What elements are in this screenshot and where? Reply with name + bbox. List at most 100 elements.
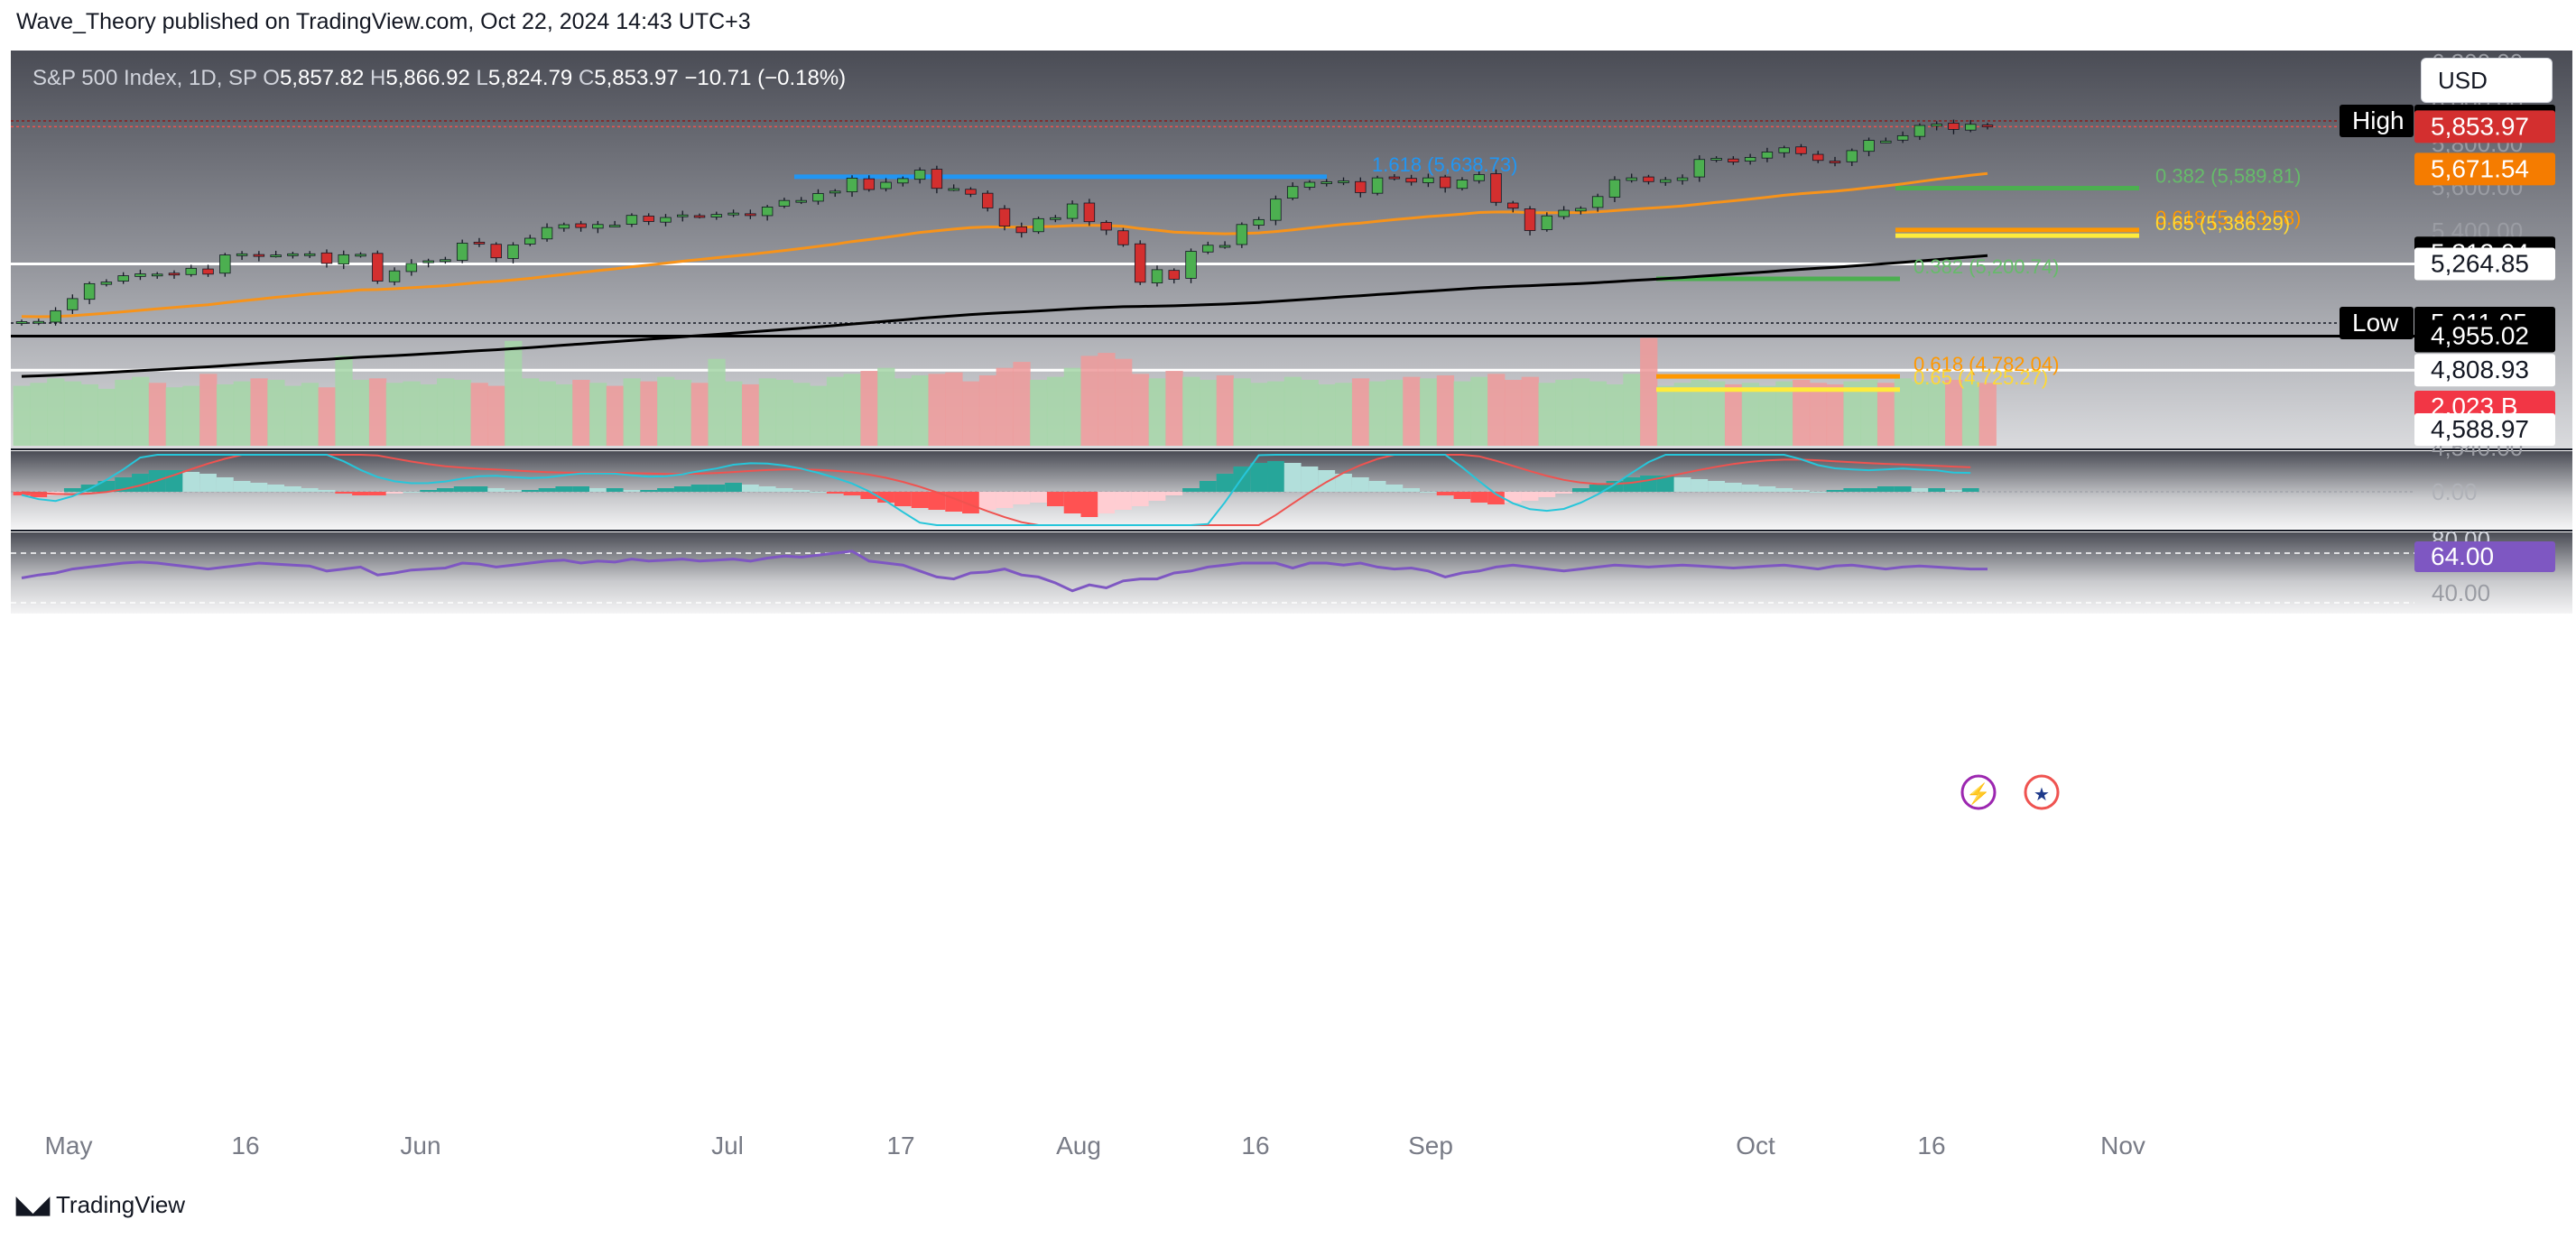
candle[interactable] <box>168 273 181 276</box>
candle[interactable] <box>710 214 723 217</box>
candle[interactable] <box>1439 176 1451 189</box>
candle[interactable] <box>67 298 79 310</box>
candle[interactable] <box>541 226 553 240</box>
candle[interactable] <box>795 199 807 203</box>
candle[interactable] <box>100 282 113 285</box>
candle[interactable] <box>1355 180 1367 193</box>
candle[interactable] <box>1981 125 1994 127</box>
candle[interactable] <box>405 263 418 273</box>
candle[interactable] <box>1965 124 1977 131</box>
candle[interactable] <box>812 193 824 202</box>
candle[interactable] <box>1303 181 1316 188</box>
candle[interactable] <box>1846 150 1858 162</box>
candle[interactable] <box>185 267 197 275</box>
candle[interactable] <box>253 254 265 257</box>
candle[interactable] <box>1473 174 1485 181</box>
candle[interactable] <box>287 253 299 256</box>
candle[interactable] <box>913 170 926 180</box>
candle[interactable] <box>1896 134 1909 141</box>
candle[interactable] <box>151 273 163 277</box>
candle[interactable] <box>1693 159 1706 178</box>
candle[interactable] <box>575 223 587 228</box>
candle[interactable] <box>456 243 468 261</box>
candle[interactable] <box>1829 161 1841 163</box>
earnings-icon[interactable] <box>1960 774 1997 810</box>
candle[interactable] <box>219 254 231 274</box>
candle[interactable] <box>1524 208 1536 231</box>
candle[interactable] <box>1422 177 1434 183</box>
candle[interactable] <box>388 270 401 282</box>
candle[interactable] <box>1541 215 1553 230</box>
candle[interactable] <box>490 244 502 259</box>
candle[interactable] <box>693 215 706 218</box>
candle[interactable] <box>608 225 621 227</box>
candle[interactable] <box>1744 157 1756 162</box>
candle[interactable] <box>761 207 774 217</box>
candle[interactable] <box>1710 158 1722 161</box>
candle[interactable] <box>1948 123 1960 130</box>
candle[interactable] <box>1761 152 1774 159</box>
candle[interactable] <box>1286 186 1299 199</box>
candle[interactable] <box>1083 202 1096 223</box>
candle[interactable] <box>422 260 434 263</box>
candle[interactable] <box>660 217 672 223</box>
candle[interactable] <box>1371 177 1384 194</box>
candle[interactable] <box>982 192 994 208</box>
rsi-pane[interactable] <box>11 532 2572 614</box>
candle[interactable] <box>727 212 739 216</box>
candle[interactable] <box>15 321 28 324</box>
candle[interactable] <box>745 213 756 217</box>
candle[interactable] <box>1608 179 1621 198</box>
candle[interactable] <box>270 254 282 258</box>
candle[interactable] <box>440 259 451 263</box>
currency-button[interactable]: USD <box>2421 58 2553 103</box>
candle[interactable] <box>1558 209 1570 217</box>
candle[interactable] <box>372 253 384 282</box>
candle[interactable] <box>948 188 959 191</box>
candle[interactable] <box>32 320 44 324</box>
candle[interactable] <box>202 268 214 275</box>
candle[interactable] <box>1931 124 1942 127</box>
candle[interactable] <box>507 245 519 259</box>
candle[interactable] <box>1033 217 1044 233</box>
candle[interactable] <box>303 253 316 256</box>
candle[interactable] <box>592 224 604 229</box>
candle[interactable] <box>1880 140 1892 143</box>
candle[interactable] <box>1066 203 1079 219</box>
candle[interactable] <box>1219 245 1231 248</box>
candle[interactable] <box>1643 176 1654 182</box>
economic-event-icon[interactable] <box>2024 774 2060 810</box>
candle[interactable] <box>778 199 791 207</box>
candle[interactable] <box>1050 217 1061 220</box>
candle[interactable] <box>863 178 876 190</box>
candle[interactable] <box>524 237 536 245</box>
candle[interactable] <box>1676 177 1689 181</box>
candle[interactable] <box>1778 147 1790 153</box>
candle[interactable] <box>83 282 96 300</box>
candle[interactable] <box>1236 224 1248 245</box>
candle[interactable] <box>931 169 943 189</box>
candle[interactable] <box>1812 153 1824 162</box>
candle[interactable] <box>897 178 909 184</box>
candle[interactable] <box>1270 199 1282 221</box>
candle[interactable] <box>1507 202 1519 209</box>
candle[interactable] <box>998 208 1011 226</box>
candle[interactable] <box>1913 125 1926 137</box>
candle[interactable] <box>1151 269 1163 283</box>
candle[interactable] <box>677 214 689 217</box>
candle[interactable] <box>1728 158 1739 162</box>
candle[interactable] <box>1320 181 1332 184</box>
candle[interactable] <box>1795 146 1807 154</box>
candle[interactable] <box>117 275 129 282</box>
candle[interactable] <box>1253 218 1265 226</box>
candle[interactable] <box>1185 251 1197 279</box>
candle[interactable] <box>1456 180 1469 189</box>
candle[interactable] <box>1388 176 1401 180</box>
candle[interactable] <box>1490 173 1502 203</box>
candle[interactable] <box>625 215 638 225</box>
candle[interactable] <box>473 242 486 245</box>
candle[interactable] <box>829 190 841 194</box>
candle[interactable] <box>1338 180 1349 183</box>
candle[interactable] <box>1863 140 1875 152</box>
